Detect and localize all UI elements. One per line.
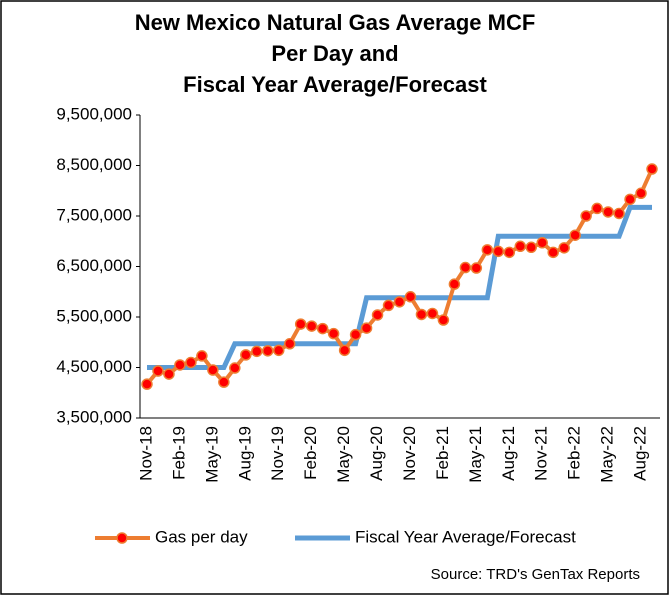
- marker: [558, 242, 570, 254]
- y-tick-label: 7,500,000: [56, 205, 132, 224]
- marker: [415, 308, 428, 321]
- marker: [283, 338, 296, 350]
- legend-label: Gas per day: [155, 527, 248, 546]
- source-note: Source: TRD's GenTax Reports: [431, 566, 640, 583]
- marker: [602, 206, 614, 218]
- marker: [470, 262, 483, 274]
- marker: [492, 245, 505, 258]
- marker: [635, 187, 647, 200]
- marker: [294, 318, 307, 330]
- marker: [646, 163, 658, 175]
- marker: [591, 202, 603, 215]
- marker: [141, 378, 153, 390]
- marker: [272, 344, 285, 357]
- marker: [514, 240, 527, 253]
- marker: [174, 359, 186, 371]
- x-tick-label: May-21: [466, 426, 485, 483]
- x-tick-label: May-20: [334, 426, 353, 483]
- x-tick-label: Feb-19: [169, 426, 188, 480]
- chart-title: Per Day and: [271, 41, 398, 66]
- x-tick-label: Aug-20: [367, 426, 386, 481]
- x-tick-label: Nov-20: [400, 426, 419, 481]
- x-tick-label: Feb-21: [433, 426, 452, 480]
- y-tick-label: 9,500,000: [56, 104, 132, 123]
- marker: [185, 356, 197, 369]
- marker: [338, 344, 351, 357]
- x-tick-label: May-19: [202, 426, 221, 483]
- y-tick-label: 4,500,000: [56, 357, 132, 376]
- marker: [613, 207, 625, 220]
- marker: [251, 345, 263, 358]
- marker: [580, 210, 592, 222]
- marker: [437, 314, 450, 326]
- marker: [459, 261, 472, 274]
- marker: [404, 291, 417, 303]
- x-tick-label: Nov-21: [532, 426, 551, 481]
- marker: [229, 362, 241, 374]
- marker: [305, 320, 318, 332]
- y-tick-label: 8,500,000: [56, 155, 132, 174]
- y-tick-label: 6,500,000: [56, 256, 132, 275]
- legend-label: Fiscal Year Average/Forecast: [355, 527, 576, 546]
- x-tick-label: Feb-20: [301, 426, 320, 480]
- x-tick-label: Aug-21: [499, 426, 518, 481]
- marker: [360, 322, 373, 334]
- marker: [525, 241, 537, 254]
- marker: [503, 246, 516, 259]
- x-tick-label: Nov-19: [268, 426, 287, 481]
- marker: [218, 376, 230, 388]
- marker: [448, 278, 461, 290]
- x-tick-label: May-22: [598, 426, 617, 483]
- marker: [371, 309, 384, 321]
- x-tick-label: Aug-22: [631, 426, 650, 481]
- marker: [382, 299, 395, 312]
- marker: [327, 327, 340, 340]
- marker: [240, 349, 252, 361]
- marker: [569, 229, 581, 241]
- legend-marker: [116, 532, 128, 544]
- marker: [547, 246, 559, 259]
- y-tick-label: 3,500,000: [56, 407, 132, 426]
- y-tick-label: 5,500,000: [56, 306, 132, 325]
- chart-title: Fiscal Year Average/Forecast: [183, 72, 487, 97]
- marker: [426, 307, 439, 320]
- marker: [262, 345, 274, 357]
- marker: [196, 350, 208, 362]
- marker: [624, 193, 636, 206]
- marker: [207, 364, 219, 376]
- marker: [349, 328, 362, 341]
- x-tick-label: Feb-22: [565, 426, 584, 480]
- x-tick-label: Aug-19: [235, 426, 254, 481]
- marker: [536, 237, 548, 249]
- chart-title: New Mexico Natural Gas Average MCF: [135, 10, 536, 35]
- marker: [481, 244, 494, 256]
- marker: [152, 365, 164, 377]
- x-tick-label: Nov-18: [136, 426, 155, 481]
- marker: [316, 322, 329, 335]
- marker: [393, 296, 406, 308]
- marker: [163, 368, 175, 380]
